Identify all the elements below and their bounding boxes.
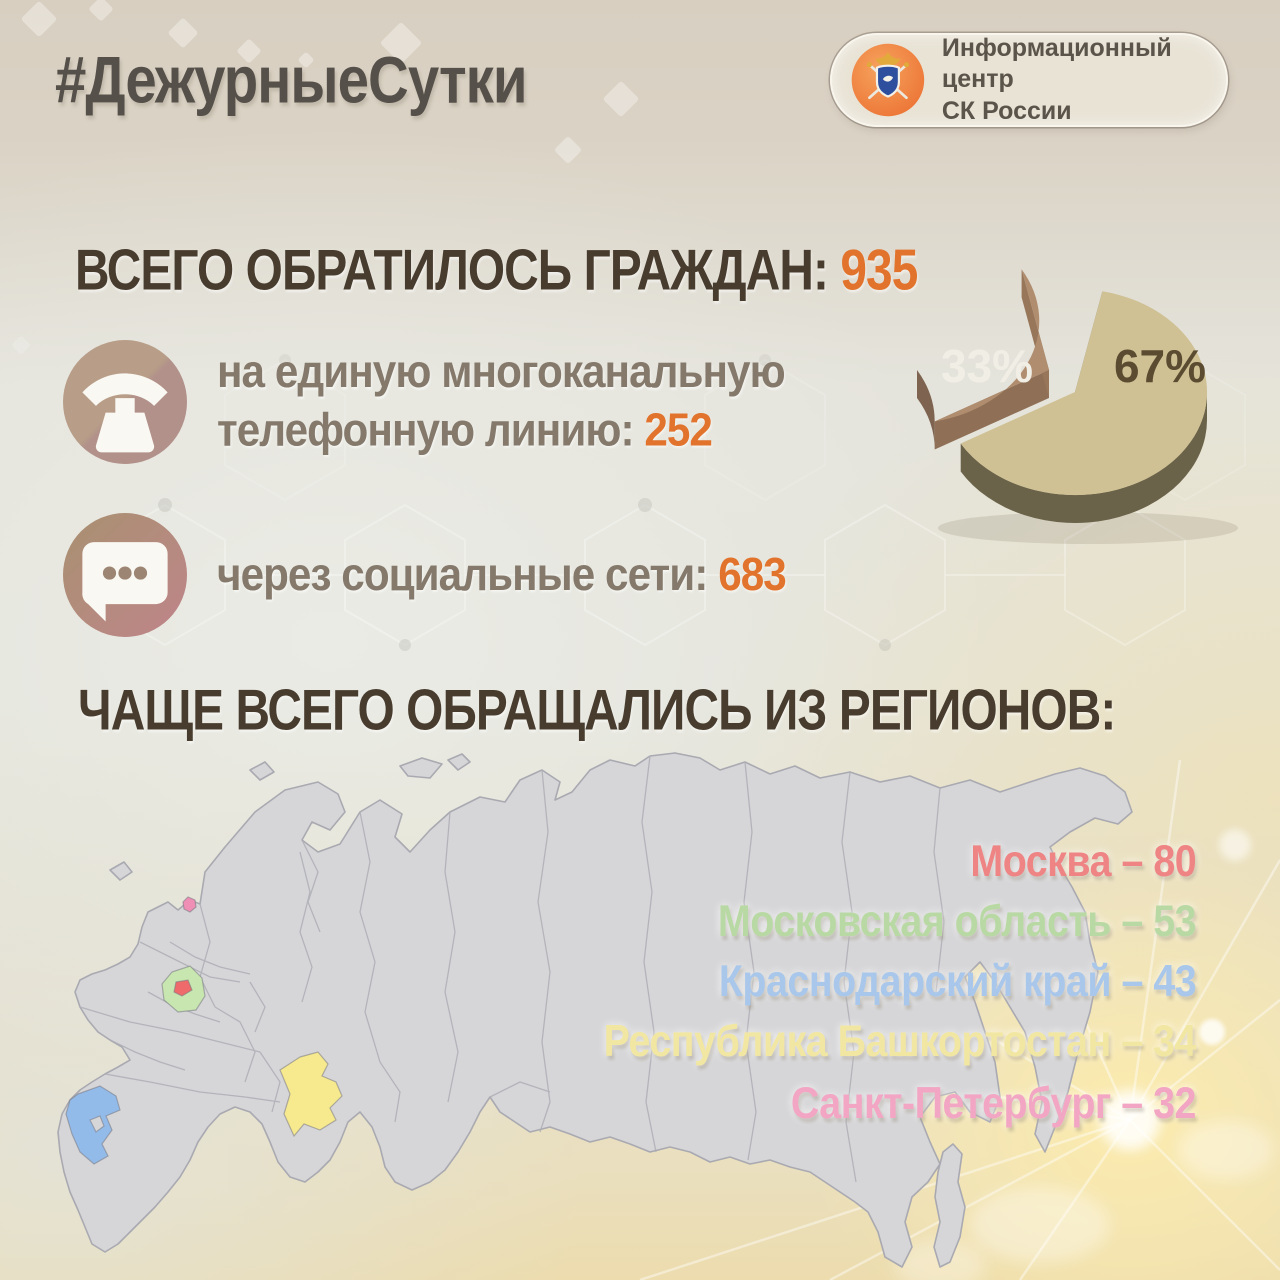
pie-slice-33-cutface: [934, 370, 1049, 450]
hashtag-title: #ДежурныеСутки: [55, 43, 528, 117]
map-land: [57, 752, 1133, 1268]
info-center-badge: Информационный центр СК России: [830, 33, 1228, 127]
phone-label-line1: на единую многоканальную: [217, 346, 786, 399]
phone-value: 252: [644, 404, 713, 457]
region-row-krasnodar: Краснодарский край – 43: [718, 956, 1197, 1006]
pie-label-67: 67%: [1114, 340, 1206, 392]
pie-slice-67-depth: [960, 392, 1207, 523]
telephone-icon: [63, 340, 187, 464]
map-region-moscow-city: [173, 979, 193, 997]
pie-slice-67: [960, 291, 1208, 496]
russia-map: [50, 752, 1140, 1280]
badge-line1: Информационный центр: [941, 33, 1172, 94]
region-row-moscow-oblast: Московская область – 53: [717, 896, 1197, 946]
map-north-islands: [399, 757, 443, 779]
social-stat-row: через социальные сети: 683: [63, 513, 810, 637]
pie-slice-33-depth: [917, 370, 935, 450]
region-row-spb: Санкт-Петербург – 32: [790, 1078, 1197, 1128]
badge-text: Информационный центр СК России: [942, 33, 1208, 128]
map-region-spb: [182, 896, 197, 913]
phone-label-line2: телефонную линию: 252: [217, 404, 713, 457]
chat-icon: [63, 513, 187, 637]
social-value: 683: [718, 548, 787, 601]
total-value: 935: [840, 239, 918, 303]
badge-line2: СК России: [941, 96, 1072, 125]
map-region-bashkortostan: [279, 1051, 343, 1138]
total-heading: ВСЕГО ОБРАТИЛОСЬ ГРАЖДАН: 935: [75, 238, 918, 304]
total-label: ВСЕГО ОБРАТИЛОСЬ ГРАЖДАН:: [75, 239, 829, 303]
pie-chart: 67% 33%: [903, 232, 1263, 557]
map-sakhalin-island: [933, 1143, 966, 1268]
regions-heading: ЧАЩЕ ВСЕГО ОБРАЩАЛИСЬ ИЗ РЕГИОНОВ:: [78, 679, 1116, 743]
region-row-moscow: Москва – 80: [970, 836, 1196, 886]
pie-label-33: 33%: [941, 340, 1033, 392]
map-highlighted-regions: [65, 896, 343, 1165]
phone-stat-row: на единую многоканальную телефонную лини…: [63, 340, 808, 464]
social-label: через социальные сети: 683: [217, 548, 787, 601]
phone-label: на единую многоканальную телефонную лини…: [217, 344, 786, 460]
region-row-bashkortostan: Республика Башкортостан – 34: [603, 1016, 1197, 1066]
sk-emblem-icon: [851, 43, 925, 117]
map-region-borders: [79, 755, 945, 1183]
